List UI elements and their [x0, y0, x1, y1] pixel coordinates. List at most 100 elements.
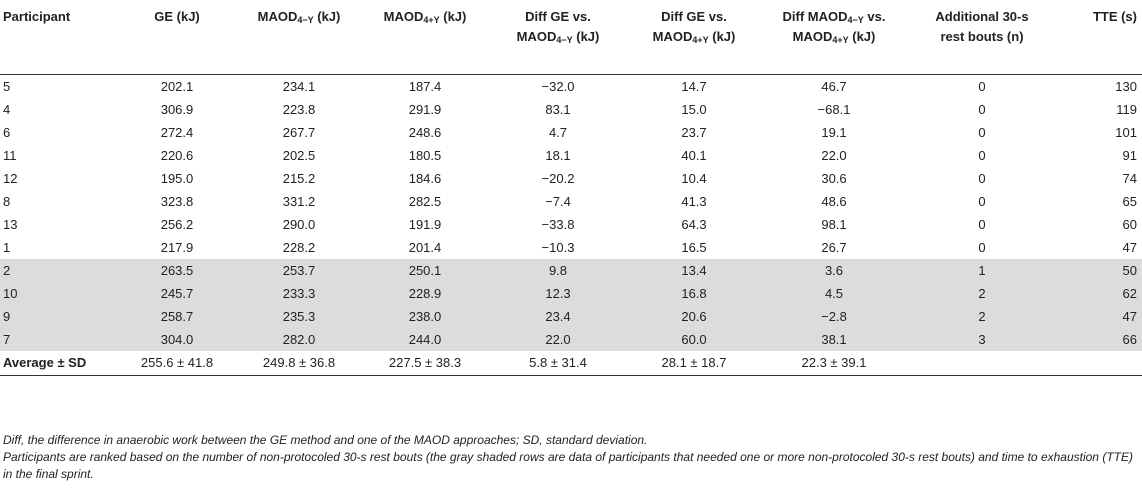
cell-diff-ge-maod4py: 40.1 — [681, 147, 707, 163]
cell-diff-maod4y-maod4py: 22.0 — [821, 147, 847, 163]
cell-diff-maod4y-maod4py: −2.8 — [760, 304, 908, 328]
cell-maod4y: 290.0 — [282, 216, 316, 232]
cell-diff-ge-maod4y: 4.7 — [548, 124, 568, 140]
cell-average-rest-bouts — [908, 351, 1056, 376]
cell-maod4y: 253.7 — [236, 258, 362, 282]
cell-maod4y: 202.5 — [282, 147, 316, 163]
cell-tte: 101 — [1115, 124, 1137, 140]
cell-diff-maod4y-maod4py: 46.7 — [821, 78, 847, 94]
cell-diff-ge-maod4py: 13.4 — [628, 258, 760, 282]
cell-maod4py: 180.5 — [408, 147, 442, 163]
cell-rest-bouts: 0 — [978, 101, 986, 117]
table-row: 11 220.6 202.5 180.5 18.1 40.1 22.0 0 91 — [0, 144, 1142, 167]
cell-ge: 245.7 — [118, 281, 236, 305]
cell-maod4y: 215.2 — [282, 170, 316, 186]
cell-ge: 304.0 — [118, 327, 236, 351]
cell-maod4y: 267.7 — [282, 124, 316, 140]
cell-tte: 60 — [1122, 216, 1137, 232]
cell-tte: 65 — [1122, 193, 1137, 209]
table-row: 5 202.1 234.1 187.4 −32.0 14.7 46.7 0 13… — [0, 74, 1142, 98]
cell-participant: 5 — [3, 78, 11, 94]
cell-diff-ge-maod4y: 83.1 — [545, 101, 571, 117]
cell-rest-bouts: 2 — [908, 304, 1056, 328]
cell-diff-ge-maod4y: −33.8 — [541, 216, 575, 232]
cell-ge: 202.1 — [160, 78, 194, 94]
cell-average-maod4py: 227.5 ± 38.3 — [388, 355, 462, 370]
cell-participant: 4 — [3, 101, 11, 117]
table-row-shaded: 7 304.0 282.0 244.0 22.0 60.0 38.1 3 66 — [0, 327, 1142, 351]
cell-diff-maod4y-maod4py: 30.6 — [821, 170, 847, 186]
table-row: 1 217.9 228.2 201.4 −10.3 16.5 26.7 0 47 — [0, 236, 1142, 259]
cell-tte: 119 — [1116, 101, 1137, 117]
cell-diff-maod4y-maod4py: 4.5 — [760, 281, 908, 305]
col-header-maod4y: MAOD4−Y (kJ) — [257, 9, 341, 25]
table-row: 12 195.0 215.2 184.6 −20.2 10.4 30.6 0 7… — [0, 167, 1142, 190]
cell-tte: 50 — [1056, 258, 1142, 282]
cell-diff-ge-maod4y: 12.3 — [488, 281, 628, 305]
cell-ge: 258.7 — [118, 304, 236, 328]
cell-tte: 47 — [1056, 304, 1142, 328]
results-table: Participant GE (kJ) MAOD4−Y (kJ) MAOD4+Y… — [0, 9, 1142, 376]
cell-rest-bouts: 0 — [978, 193, 986, 209]
cell-tte: 47 — [1122, 239, 1137, 255]
col-header-rest-bouts: Additional 30-s rest bouts (n) — [935, 9, 1029, 44]
cell-ge: 272.4 — [160, 124, 194, 140]
cell-rest-bouts: 0 — [978, 147, 986, 163]
cell-participant: 2 — [0, 258, 118, 282]
cell-diff-maod4y-maod4py: 98.1 — [821, 216, 847, 232]
cell-average-diff-ge-maod4py: 28.1 ± 18.7 — [661, 355, 727, 370]
cell-diff-ge-maod4py: 60.0 — [628, 327, 760, 351]
col-header-ge: GE (kJ) — [154, 9, 200, 24]
cell-rest-bouts: 1 — [908, 258, 1056, 282]
cell-diff-ge-maod4y: −32.0 — [541, 78, 575, 94]
cell-tte: 130 — [1115, 78, 1137, 94]
cell-tte: 66 — [1056, 327, 1142, 351]
cell-average-diff-ge-maod4y: 5.8 ± 31.4 — [529, 355, 587, 370]
cell-maod4py: 282.5 — [408, 193, 442, 209]
cell-participant: 13 — [3, 216, 18, 232]
cell-diff-ge-maod4y: −10.3 — [541, 239, 575, 255]
cell-maod4py: 248.6 — [408, 124, 442, 140]
cell-diff-maod4y-maod4py: 48.6 — [821, 193, 847, 209]
cell-diff-maod4y-maod4py: 38.1 — [760, 327, 908, 351]
cell-maod4py: 201.4 — [408, 239, 442, 255]
cell-ge: 217.9 — [160, 239, 194, 255]
cell-diff-maod4y-maod4py: −68.1 — [817, 101, 851, 117]
cell-diff-maod4y-maod4py: 3.6 — [760, 258, 908, 282]
cell-participant: 12 — [3, 170, 18, 186]
cell-average-diff-maod4y-maod4py: 22.3 ± 39.1 — [801, 355, 867, 370]
cell-maod4py: 244.0 — [362, 327, 488, 351]
cell-diff-ge-maod4py: 23.7 — [681, 124, 707, 140]
cell-rest-bouts: 3 — [908, 327, 1056, 351]
cell-tte: 91 — [1122, 147, 1137, 163]
cell-maod4y: 228.2 — [282, 239, 316, 255]
cell-rest-bouts: 2 — [908, 281, 1056, 305]
cell-participant: 9 — [0, 304, 118, 328]
cell-rest-bouts: 0 — [978, 216, 986, 232]
cell-participant: 10 — [0, 281, 118, 305]
cell-diff-ge-maod4py: 10.4 — [681, 170, 707, 186]
cell-rest-bouts: 0 — [978, 239, 986, 255]
cell-maod4py: 187.4 — [408, 78, 442, 94]
cell-tte: 62 — [1056, 281, 1142, 305]
cell-diff-ge-maod4py: 14.7 — [681, 78, 707, 94]
cell-ge: 306.9 — [160, 101, 194, 117]
cell-participant: 11 — [3, 147, 17, 163]
cell-rest-bouts: 0 — [978, 78, 986, 94]
col-header-diff-maod4y-maod4py: Diff MAOD4−Y vs. MAOD4+Y (kJ) — [782, 9, 886, 45]
cell-maod4y: 235.3 — [236, 304, 362, 328]
footnote-ranking: Participants are ranked based on the num… — [3, 450, 1133, 481]
cell-diff-ge-maod4y: 22.0 — [488, 327, 628, 351]
cell-maod4py: 238.0 — [362, 304, 488, 328]
cell-diff-ge-maod4py: 16.5 — [681, 239, 707, 255]
cell-average-ge: 255.6 ± 41.8 — [140, 355, 214, 370]
cell-participant: 8 — [3, 193, 11, 209]
table-row-shaded: 2 263.5 253.7 250.1 9.8 13.4 3.6 1 50 — [0, 258, 1142, 282]
table-row-shaded: 9 258.7 235.3 238.0 23.4 20.6 −2.8 2 47 — [0, 304, 1142, 328]
col-header-maod4py: MAOD4+Y (kJ) — [383, 9, 467, 25]
table-row-shaded: 10 245.7 233.3 228.9 12.3 16.8 4.5 2 62 — [0, 281, 1142, 305]
cell-average-label: Average ± SD — [3, 355, 87, 370]
cell-maod4py: 191.9 — [408, 216, 442, 232]
col-header-diff-ge-maod4y: Diff GE vs. MAOD4−Y (kJ) — [516, 9, 600, 45]
cell-ge: 220.6 — [160, 147, 194, 163]
